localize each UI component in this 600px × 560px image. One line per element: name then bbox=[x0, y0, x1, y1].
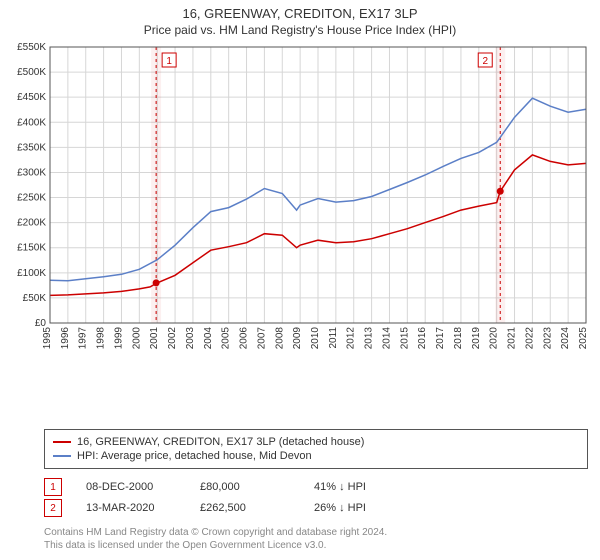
legend-swatch bbox=[53, 441, 71, 443]
svg-text:2008: 2008 bbox=[274, 327, 285, 350]
legend-swatch bbox=[53, 455, 71, 457]
page-subtitle: Price paid vs. HM Land Registry's House … bbox=[0, 23, 600, 37]
sale-price: £262,500 bbox=[200, 502, 290, 514]
svg-text:£50K: £50K bbox=[23, 293, 47, 304]
legend: 16, GREENWAY, CREDITON, EX17 3LP (detach… bbox=[44, 429, 588, 469]
svg-text:2004: 2004 bbox=[203, 327, 214, 350]
svg-text:£150K: £150K bbox=[17, 243, 46, 254]
svg-text:2013: 2013 bbox=[364, 327, 375, 350]
sale-records: 1 08-DEC-2000 £80,000 41% ↓ HPI 2 13-MAR-2020… bbox=[44, 475, 588, 520]
svg-text:2014: 2014 bbox=[381, 327, 392, 350]
svg-text:£300K: £300K bbox=[17, 167, 46, 178]
sale-marker-badge: 1 bbox=[44, 478, 62, 496]
svg-text:1998: 1998 bbox=[96, 327, 107, 350]
svg-text:2005: 2005 bbox=[221, 327, 232, 350]
svg-text:2001: 2001 bbox=[149, 327, 160, 350]
svg-text:2017: 2017 bbox=[435, 327, 446, 350]
svg-text:2025: 2025 bbox=[578, 327, 589, 350]
svg-text:2012: 2012 bbox=[346, 327, 357, 350]
legend-label: HPI: Average price, detached house, Mid … bbox=[77, 450, 312, 462]
legend-row: 16, GREENWAY, CREDITON, EX17 3LP (detach… bbox=[53, 436, 579, 448]
svg-text:2011: 2011 bbox=[328, 327, 339, 349]
svg-text:1995: 1995 bbox=[42, 327, 53, 350]
footer-line1: Contains HM Land Registry data © Crown c… bbox=[44, 526, 588, 539]
sale-date: 08-DEC-2000 bbox=[86, 481, 176, 493]
svg-text:2020: 2020 bbox=[489, 327, 500, 350]
svg-text:£200K: £200K bbox=[17, 218, 46, 229]
svg-text:£350K: £350K bbox=[17, 142, 46, 153]
svg-text:2018: 2018 bbox=[453, 327, 464, 350]
svg-text:1996: 1996 bbox=[60, 327, 71, 350]
svg-text:2: 2 bbox=[482, 56, 488, 67]
svg-text:£450K: £450K bbox=[17, 92, 46, 103]
svg-text:2000: 2000 bbox=[131, 327, 142, 350]
svg-text:2003: 2003 bbox=[185, 327, 196, 350]
svg-text:2016: 2016 bbox=[417, 327, 428, 350]
svg-text:£250K: £250K bbox=[17, 193, 46, 204]
sale-date: 13-MAR-2020 bbox=[86, 502, 176, 514]
svg-text:2024: 2024 bbox=[560, 327, 571, 350]
sale-hpi-delta: 26% ↓ HPI bbox=[314, 502, 404, 514]
sale-price: £80,000 bbox=[200, 481, 290, 493]
svg-text:2009: 2009 bbox=[292, 327, 303, 350]
svg-text:£400K: £400K bbox=[17, 117, 46, 128]
svg-text:2019: 2019 bbox=[471, 327, 482, 350]
svg-text:1: 1 bbox=[166, 56, 172, 67]
price-chart: £0£50K£100K£150K£200K£250K£300K£350K£400… bbox=[8, 41, 592, 361]
page-title: 16, GREENWAY, CREDITON, EX17 3LP bbox=[0, 6, 600, 21]
svg-text:2023: 2023 bbox=[542, 327, 553, 350]
svg-text:2022: 2022 bbox=[524, 327, 535, 350]
svg-text:2015: 2015 bbox=[399, 327, 410, 350]
svg-text:2006: 2006 bbox=[239, 327, 250, 350]
svg-text:2002: 2002 bbox=[167, 327, 178, 350]
sale-record-row: 2 13-MAR-2020 £262,500 26% ↓ HPI bbox=[44, 499, 588, 517]
svg-text:£550K: £550K bbox=[17, 42, 46, 53]
footer-line2: This data is licensed under the Open Gov… bbox=[44, 539, 588, 552]
sale-hpi-delta: 41% ↓ HPI bbox=[314, 481, 404, 493]
svg-text:1997: 1997 bbox=[78, 327, 89, 350]
legend-row: HPI: Average price, detached house, Mid … bbox=[53, 450, 579, 462]
svg-text:1999: 1999 bbox=[113, 327, 124, 350]
svg-text:£100K: £100K bbox=[17, 268, 46, 279]
svg-text:2007: 2007 bbox=[256, 327, 267, 350]
svg-text:2021: 2021 bbox=[507, 327, 518, 350]
sale-record-row: 1 08-DEC-2000 £80,000 41% ↓ HPI bbox=[44, 478, 588, 496]
sale-marker-badge: 2 bbox=[44, 499, 62, 517]
footer-attribution: Contains HM Land Registry data © Crown c… bbox=[44, 526, 588, 552]
legend-label: 16, GREENWAY, CREDITON, EX17 3LP (detach… bbox=[77, 436, 364, 448]
svg-text:2010: 2010 bbox=[310, 327, 321, 350]
chart-area: £0£50K£100K£150K£200K£250K£300K£350K£400… bbox=[8, 41, 592, 425]
svg-text:£500K: £500K bbox=[17, 67, 46, 78]
